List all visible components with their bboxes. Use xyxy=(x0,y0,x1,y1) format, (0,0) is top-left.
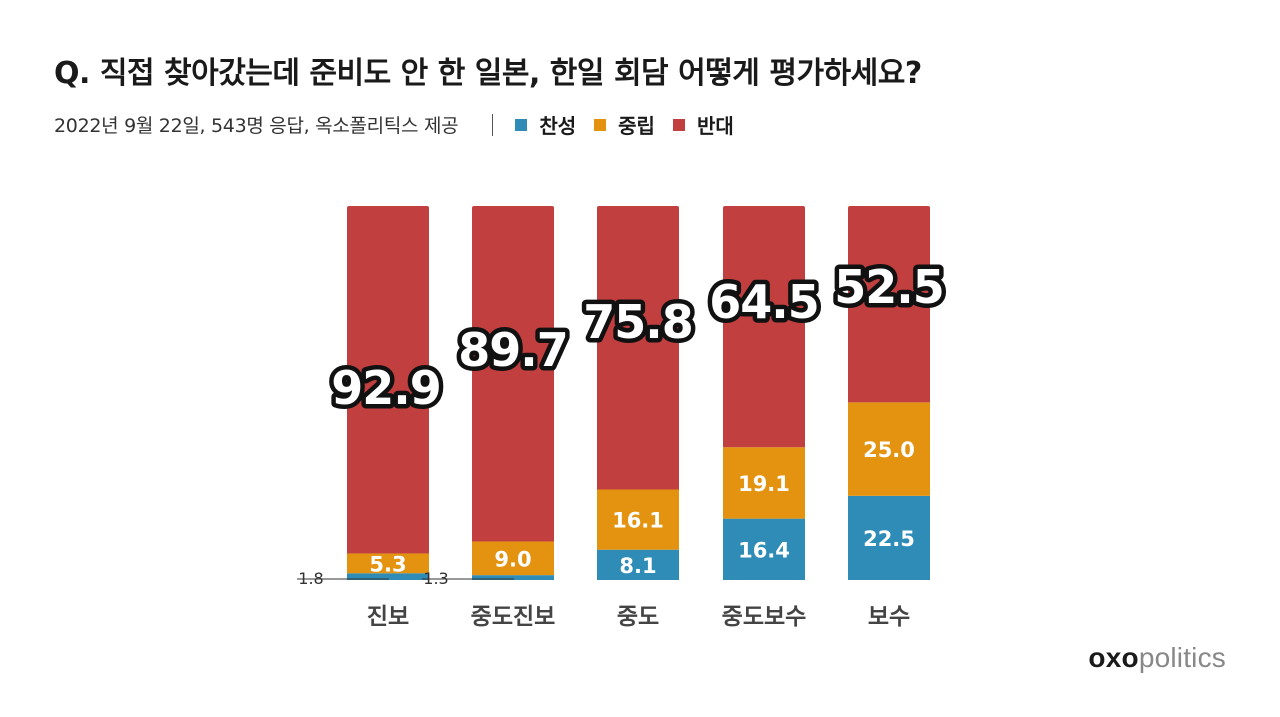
chart-subtitle: 2022년 9월 22일, 543명 응답, 옥소폴리틱스 제공 xyxy=(54,115,459,137)
bar-center-progressive-yes xyxy=(472,575,554,580)
data-label-center-progressive-no: 89.7 xyxy=(458,323,568,377)
bar-center-conservative-neutral xyxy=(723,447,805,519)
brand-logo-light: politics xyxy=(1138,642,1226,673)
bar-center-progressive-no xyxy=(472,206,554,542)
category-label-progressive: 진보 xyxy=(367,604,409,630)
bar-conservative-yes xyxy=(848,495,930,580)
bar-center-no xyxy=(597,206,679,490)
data-label-center-conservative-yes: 16.4 xyxy=(738,538,790,562)
data-label-conservative-no: 52.5 xyxy=(834,260,944,314)
brand-logo-bold: oxo xyxy=(1088,642,1139,673)
data-label-center-neutral: 16.1 xyxy=(612,509,664,533)
subtitle-row: 2022년 9월 22일, 543명 응답, 옥소폴리틱스 제공 찬성 중립 반… xyxy=(54,110,752,139)
data-label-center-conservative-neutral: 19.1 xyxy=(738,472,790,496)
legend-swatch-no xyxy=(672,118,685,131)
legend-swatch-neutral xyxy=(594,118,607,131)
chart-title: Q. 직접 찾아갔는데 준비도 안 한 일본, 한일 회담 어떻게 평가하세요? xyxy=(54,56,922,91)
bar-progressive-neutral xyxy=(347,553,429,574)
category-label-center-progressive: 중도진보 xyxy=(471,604,556,630)
data-label-progressive-no: 92.9 xyxy=(331,361,441,415)
bar-conservative-neutral xyxy=(848,402,930,496)
legend-item-neutral: 중립 xyxy=(594,110,655,139)
bar-center-neutral xyxy=(597,489,679,550)
data-label-progressive-neutral: 5.3 xyxy=(369,552,406,576)
bar-center-progressive-neutral xyxy=(472,541,554,576)
category-label-conservative: 보수 xyxy=(868,604,910,630)
category-label-center: 중도 xyxy=(617,604,659,630)
legend-swatch-yes xyxy=(515,118,528,131)
legend-item-no: 반대 xyxy=(672,110,734,139)
bar-center-yes xyxy=(597,549,679,580)
brand-logo: oxopolitics xyxy=(1088,642,1226,674)
data-label-conservative-neutral: 25.0 xyxy=(863,438,915,462)
bar-progressive-no xyxy=(347,206,429,554)
legend: 찬성 중립 반대 xyxy=(515,110,751,139)
data-label-center-progressive-neutral: 9.0 xyxy=(494,547,531,571)
subtitle-divider xyxy=(492,113,494,136)
data-label-center-no: 75.8 xyxy=(583,295,693,349)
legend-label-no: 반대 xyxy=(696,114,734,138)
data-label-conservative-yes: 22.5 xyxy=(863,527,915,551)
bar-center-conservative-no xyxy=(723,206,805,448)
bar-progressive-yes xyxy=(347,573,429,580)
legend-label-neutral: 중립 xyxy=(618,114,655,138)
bar-center-conservative-yes xyxy=(723,518,805,580)
legend-label-yes: 찬성 xyxy=(539,114,577,138)
data-label-center-progressive-yes: 1.3 xyxy=(423,569,448,588)
category-label-center-conservative: 중도보수 xyxy=(722,604,807,630)
data-label-progressive-yes: 1.8 xyxy=(298,569,323,588)
data-label-center-conservative-no: 64.5 xyxy=(709,275,819,329)
legend-item-yes: 찬성 xyxy=(515,110,576,139)
data-label-center-yes: 8.1 xyxy=(619,554,656,578)
bar-conservative-no xyxy=(848,206,930,403)
